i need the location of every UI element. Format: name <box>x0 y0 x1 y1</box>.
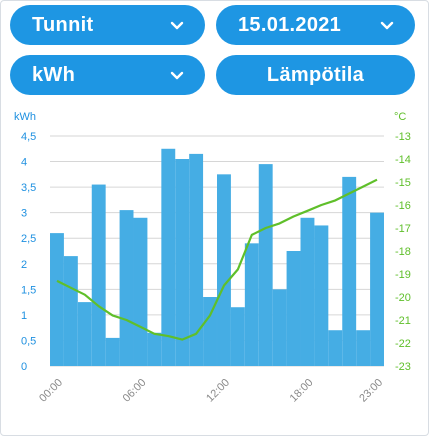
left-axis-tick-label: 1 <box>21 310 27 322</box>
consumption-bar <box>314 225 329 366</box>
left-axis-tick-label: 4 <box>21 157 27 169</box>
left-axis-tick-label: 4,5 <box>21 131 36 143</box>
grid-lines <box>50 135 384 367</box>
temperature-line-layer <box>56 178 378 341</box>
consumption-bar <box>328 330 343 366</box>
left-y-axis: kWh 0 0,5 1 1,5 2 2,5 3 3,5 4 4,5 <box>14 111 36 373</box>
consumption-bar <box>244 243 259 366</box>
consumption-bar <box>50 233 64 366</box>
consumption-bars <box>50 148 384 366</box>
right-axis-tick-label: -23 <box>395 361 411 373</box>
consumption-bar <box>356 330 371 366</box>
left-axis-tick-label: 3,5 <box>21 182 36 194</box>
consumption-bar <box>63 256 78 366</box>
right-axis-tick-label: -22 <box>395 338 411 350</box>
right-axis-tick-label: -20 <box>395 292 411 304</box>
consumption-bar <box>77 302 92 366</box>
temperature-toggle-label: Lämpötila <box>266 63 365 86</box>
x-axis-tick-label: 12:00 <box>204 377 232 405</box>
consumption-bar <box>175 159 190 366</box>
consumption-bar <box>258 164 273 366</box>
left-axis-tick-label: 0,5 <box>21 335 36 347</box>
left-axis-tick-label: 2 <box>21 259 27 271</box>
consumption-bar <box>272 289 287 366</box>
left-axis-tick-label: 2,5 <box>21 233 36 245</box>
right-axis-tick-label: -14 <box>395 154 411 166</box>
left-axis-tick-label: 0 <box>21 361 27 373</box>
consumption-bar <box>203 297 217 366</box>
chevron-down-icon <box>380 21 394 30</box>
right-axis-tick-label: -21 <box>395 315 411 327</box>
right-axis-unit: °C <box>394 111 406 123</box>
period-dropdown[interactable]: Tunnit <box>10 5 205 45</box>
unit-dropdown[interactable]: kWh <box>10 55 205 95</box>
consumption-bar <box>147 332 162 366</box>
consumption-bar <box>217 174 231 366</box>
consumption-bar <box>91 184 106 366</box>
right-axis-tick-label: -18 <box>395 246 411 258</box>
temperature-line <box>56 178 378 341</box>
x-axis-tick-label: 23:00 <box>357 377 385 405</box>
consumption-bar <box>286 251 301 366</box>
consumption-bar <box>105 337 120 366</box>
chevron-down-icon <box>170 71 184 80</box>
x-axis-tick-label: 06:00 <box>121 377 149 405</box>
consumption-bar <box>300 217 315 366</box>
consumption-bar <box>342 176 357 366</box>
energy-temperature-chart: kWh 0 0,5 1 1,5 2 2,5 3 3,5 4 4,5 °C -13 -14 -15 -16… <box>14 111 411 405</box>
right-y-axis: °C -13 -14 -15 -16 -17 -18 -19 -20 -21 -22 -23 <box>394 111 411 373</box>
right-axis-tick-label: -15 <box>395 177 411 189</box>
x-axis-tick-label: 18:00 <box>288 377 316 405</box>
consumption-bar <box>370 212 384 366</box>
right-axis-tick-label: -17 <box>395 223 411 235</box>
date-dropdown[interactable]: 15.01.2021 <box>216 5 415 45</box>
left-axis-unit: kWh <box>14 111 36 123</box>
x-axis-tick-label: 00:00 <box>37 377 65 405</box>
right-axis-tick-label: -16 <box>395 200 411 212</box>
unit-dropdown-value: kWh <box>32 63 76 86</box>
chevron-down-icon <box>170 21 184 30</box>
period-dropdown-value: Tunnit <box>32 13 94 36</box>
x-axis: 00:00 06:00 12:00 18:00 23:00 <box>37 377 385 405</box>
consumption-bar <box>133 217 148 366</box>
date-dropdown-value: 15.01.2021 <box>238 13 342 36</box>
right-axis-tick-label: -13 <box>395 131 411 143</box>
left-axis-tick-label: 3 <box>21 208 27 220</box>
right-axis-tick-label: -19 <box>395 269 411 281</box>
consumption-bar <box>161 148 176 366</box>
consumption-bar <box>230 307 245 366</box>
left-axis-tick-label: 1,5 <box>21 284 36 296</box>
consumption-bar <box>119 210 134 366</box>
temperature-toggle-button[interactable]: Lämpötila <box>216 55 415 95</box>
consumption-bar <box>189 153 204 366</box>
